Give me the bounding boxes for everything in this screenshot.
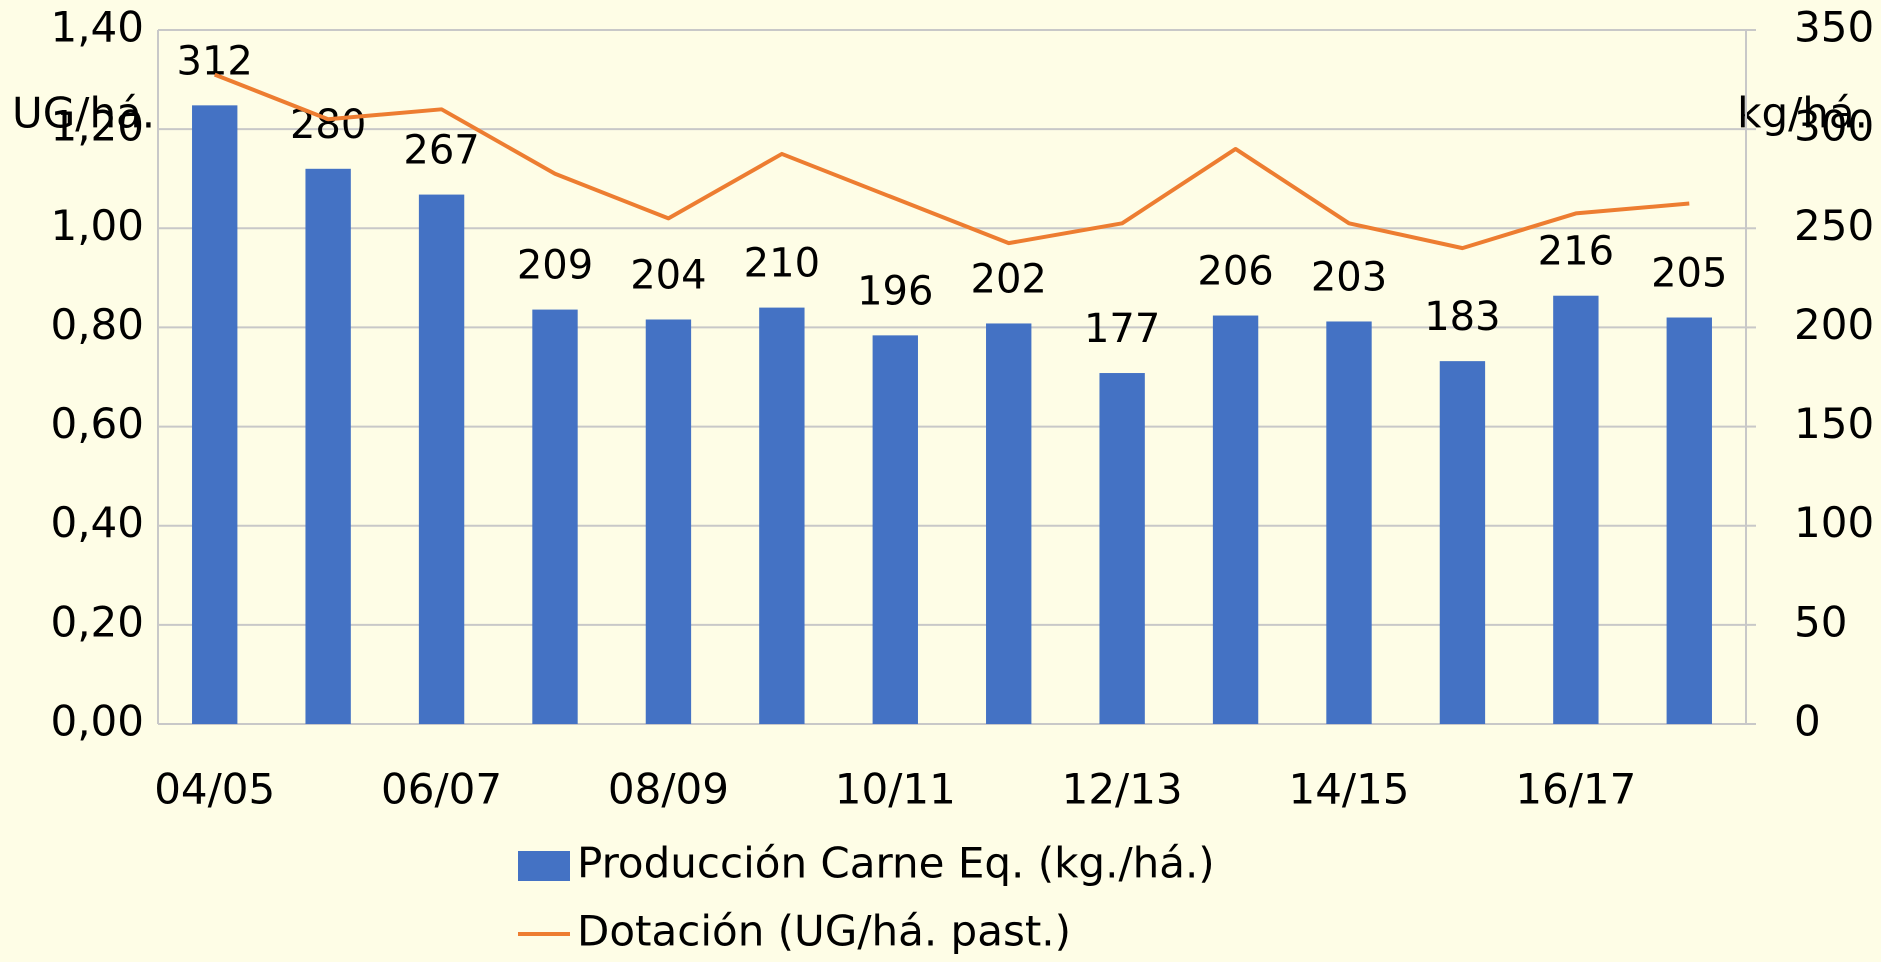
data-label: 216 — [1538, 229, 1614, 275]
bar — [1326, 321, 1372, 724]
bar — [1666, 317, 1712, 724]
x-tick-label: 12/13 — [1062, 765, 1183, 814]
legend-label: Producción Carne Eq. (kg./há.) — [577, 839, 1215, 888]
bar — [645, 319, 692, 724]
x-tick-label: 16/17 — [1515, 765, 1636, 814]
y2-tick-label: 50 — [1794, 597, 1847, 646]
legend-swatch — [518, 851, 570, 881]
y2-tick-label: 250 — [1794, 201, 1874, 250]
data-label: 312 — [177, 38, 253, 84]
data-label: 196 — [857, 268, 933, 314]
bar — [532, 309, 578, 724]
bar — [305, 168, 351, 725]
bar — [1212, 315, 1259, 724]
data-label: 203 — [1311, 254, 1387, 300]
x-tick-label: 14/15 — [1288, 765, 1409, 814]
x-tick-label: 06/07 — [381, 765, 502, 814]
bar — [418, 194, 465, 724]
x-tick-label: 04/05 — [154, 765, 275, 814]
bar — [986, 323, 1032, 724]
data-label: 206 — [1197, 249, 1273, 295]
y-tick-label: 0,20 — [50, 597, 144, 646]
y2-tick-label: 200 — [1794, 300, 1874, 349]
bar — [1099, 373, 1145, 724]
data-label: 202 — [971, 256, 1047, 302]
bar — [1553, 295, 1599, 724]
bar — [1439, 361, 1486, 724]
y-tick-label: 1,40 — [50, 3, 144, 52]
x-tick-label: 08/09 — [608, 765, 729, 814]
y2-tick-label: 300 — [1794, 102, 1874, 151]
data-label: 210 — [744, 241, 820, 287]
y-tick-label: 1,20 — [50, 102, 144, 151]
data-label: 204 — [630, 252, 706, 298]
data-label: 205 — [1651, 251, 1727, 297]
y2-tick-label: 150 — [1794, 399, 1874, 448]
y-tick-label: 0,00 — [50, 697, 144, 746]
y-tick-label: 0,80 — [50, 300, 144, 349]
line — [213, 72, 1690, 251]
bar — [872, 335, 918, 724]
data-label: 267 — [403, 128, 479, 174]
y2-axis-label: kg/há. — [1737, 89, 1868, 138]
y2-tick-label: 350 — [1794, 3, 1874, 52]
y2-tick-label: 0 — [1794, 697, 1821, 746]
y-tick-label: 1,00 — [50, 201, 144, 250]
bar — [192, 105, 238, 724]
data-label: 209 — [517, 243, 593, 289]
y-tick-label: 0,40 — [50, 498, 144, 547]
legend-label: Dotación (UG/há. past.) — [577, 907, 1071, 956]
y-axis-label: UG/há. — [12, 89, 155, 138]
y2-tick-label: 100 — [1794, 498, 1874, 547]
x-tick-label: 10/11 — [835, 765, 956, 814]
bar — [759, 307, 805, 724]
y-tick-label: 0,60 — [50, 399, 144, 448]
data-label: 183 — [1424, 294, 1500, 340]
data-label: 177 — [1084, 306, 1160, 352]
